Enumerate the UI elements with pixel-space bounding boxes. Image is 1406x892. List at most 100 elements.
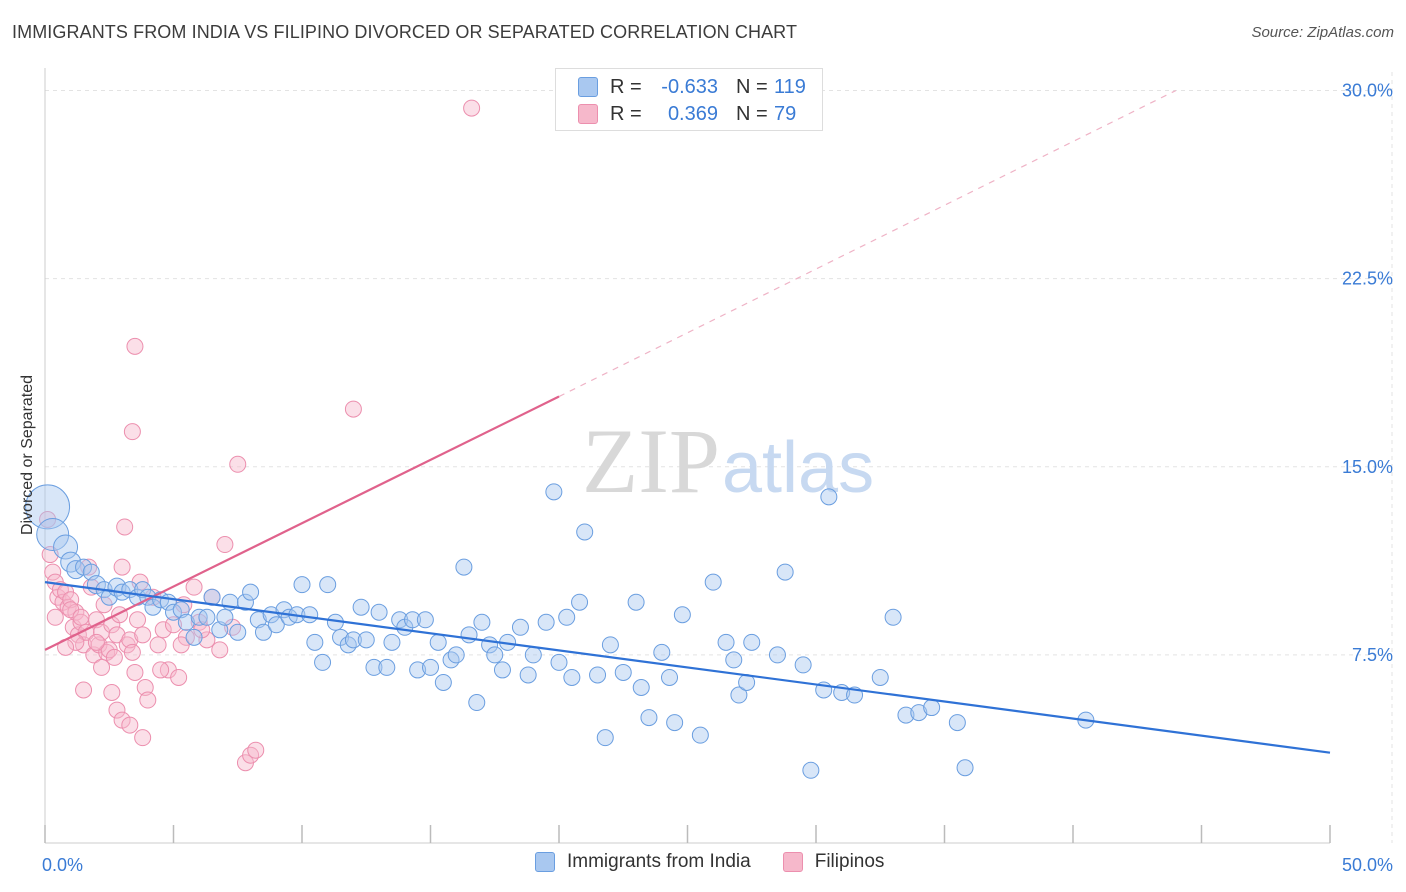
r-label: R =: [610, 75, 642, 98]
india-point: [601, 636, 619, 654]
filipinos-point: [121, 631, 139, 649]
y-tick-label: 15.0%: [1342, 457, 1393, 477]
india-point: [550, 653, 568, 671]
filipinos-point: [242, 746, 260, 764]
y-tick-label: 30.0%: [1342, 81, 1393, 101]
filipinos-point: [139, 691, 157, 709]
filipinos-point: [463, 99, 481, 117]
filipinos-point: [85, 646, 103, 664]
india-point: [653, 643, 671, 661]
india-point: [473, 613, 491, 631]
india-point: [25, 484, 71, 530]
india-point: [319, 576, 337, 594]
filipinos-points: [39, 99, 481, 772]
india-point: [236, 593, 254, 611]
india-point: [948, 714, 966, 732]
india-point: [545, 483, 563, 501]
filipinos-point: [172, 636, 190, 654]
filipinos-point: [229, 455, 247, 473]
india-point: [486, 646, 504, 664]
india-point: [36, 517, 70, 551]
india-point: [691, 726, 709, 744]
india-point: [242, 583, 260, 601]
india-point: [344, 631, 362, 649]
y-tick-label: 22.5%: [1342, 269, 1393, 289]
filipinos-point: [123, 643, 141, 661]
india-point: [352, 598, 370, 616]
india-point: [53, 534, 79, 560]
filipinos-point: [129, 611, 147, 629]
filipinos-point: [46, 608, 64, 626]
filipinos-swatch: [578, 104, 598, 124]
india-point: [871, 668, 889, 686]
filipinos-point: [126, 663, 144, 681]
filipinos-point: [62, 591, 80, 609]
india-point: [185, 628, 203, 646]
watermark-zip: ZIP: [582, 410, 720, 512]
india-point: [434, 673, 452, 691]
correlation-legend: R = -0.633 N = 119 R = 0.369 N = 79: [555, 68, 823, 131]
filipinos-point: [154, 621, 172, 639]
filipinos-point: [87, 633, 105, 651]
india-point: [511, 618, 529, 636]
filipinos-point: [44, 563, 62, 581]
filipinos-point: [134, 626, 152, 644]
india-point: [897, 706, 915, 724]
filipinos-point: [121, 716, 139, 734]
india-point: [378, 658, 396, 676]
india-point: [519, 666, 537, 684]
legend-item-india[interactable]: Immigrants from India: [535, 851, 751, 873]
filipinos-point: [149, 636, 167, 654]
india-point: [177, 613, 195, 631]
filipinos-point: [165, 616, 182, 634]
filipinos-trend-extension: [558, 90, 1177, 398]
filipinos-point: [126, 337, 144, 355]
axes: [44, 68, 1331, 844]
filipinos-point: [113, 558, 131, 576]
filipinos-point: [134, 729, 152, 747]
filipinos-point: [123, 423, 141, 441]
india-point: [910, 704, 928, 722]
filipinos-point: [116, 518, 134, 536]
filipinos-point: [185, 578, 203, 596]
legend-item-filipinos[interactable]: Filipinos: [782, 851, 884, 873]
india-point: [794, 656, 812, 674]
r-value-india: -0.633: [661, 75, 718, 98]
trend-lines: [44, 90, 1331, 754]
india-point: [301, 606, 319, 624]
india-point: [673, 606, 691, 624]
india-point: [198, 608, 216, 626]
india-point: [409, 661, 427, 679]
india-swatch: [578, 77, 598, 97]
india-point: [725, 651, 743, 669]
india-point: [704, 573, 722, 591]
india-point: [442, 651, 460, 669]
filipinos-point: [108, 701, 126, 719]
filipinos-trend-line: [44, 395, 560, 651]
india-point: [640, 709, 658, 727]
filipinos-point: [103, 684, 121, 702]
grid-lines: [45, 72, 1393, 843]
series-legend: Immigrants from India Filipinos: [535, 851, 916, 873]
filipinos-point: [136, 678, 154, 696]
india-point: [100, 588, 118, 606]
filipinos-point: [247, 741, 265, 759]
india-point: [254, 623, 272, 641]
india-point: [468, 694, 486, 712]
india-point: [306, 633, 324, 651]
india-point: [314, 653, 332, 671]
india-point: [884, 608, 902, 626]
india-point: [365, 658, 383, 676]
india-point: [558, 608, 576, 626]
n-value-india: 119: [774, 75, 806, 98]
india-point: [211, 621, 229, 639]
n-label: N =: [736, 75, 768, 98]
chart-title: IMMIGRANTS FROM INDIA VS FILIPINO DIVORC…: [12, 22, 798, 42]
india-point: [576, 523, 594, 541]
r-label: R =: [610, 102, 642, 125]
india-point: [429, 633, 447, 651]
india-point: [614, 663, 632, 681]
india-point: [404, 611, 422, 629]
india-point: [730, 686, 748, 704]
